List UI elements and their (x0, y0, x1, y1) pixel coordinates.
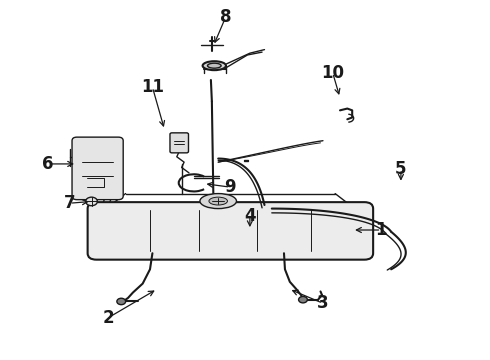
Text: 2: 2 (103, 309, 114, 327)
Text: 4: 4 (244, 207, 256, 225)
Ellipse shape (207, 63, 221, 68)
Text: 8: 8 (220, 9, 231, 27)
Text: 3: 3 (317, 294, 329, 312)
Circle shape (298, 296, 307, 303)
Ellipse shape (202, 61, 226, 70)
Text: 5: 5 (395, 160, 407, 178)
Text: 11: 11 (141, 78, 164, 96)
Text: 10: 10 (321, 64, 344, 82)
Circle shape (86, 197, 98, 206)
Text: 7: 7 (64, 194, 75, 212)
Circle shape (117, 298, 125, 305)
Ellipse shape (209, 197, 227, 205)
FancyBboxPatch shape (72, 137, 123, 200)
Text: 9: 9 (224, 178, 236, 196)
Text: 1: 1 (376, 221, 387, 239)
FancyBboxPatch shape (170, 133, 189, 153)
Text: 6: 6 (42, 155, 53, 173)
Ellipse shape (200, 194, 237, 208)
FancyBboxPatch shape (88, 202, 373, 260)
